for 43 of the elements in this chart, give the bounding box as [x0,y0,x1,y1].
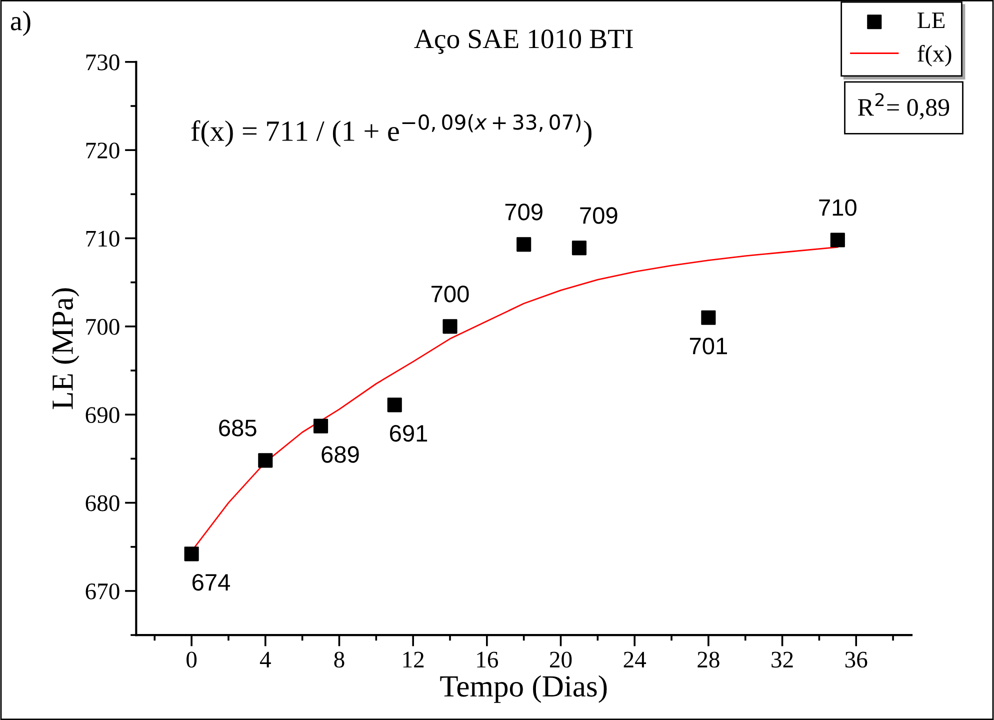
legend-label: LE [918,12,945,28]
text: a) [10,10,30,36]
y-tick-label: 730 [86,54,120,70]
data-label: 701 [690,338,727,354]
point [258,453,273,468]
x-tick-label: 32 [772,652,793,668]
x-tick-label: 0 [186,652,197,668]
data-label: 691 [390,424,428,442]
point [516,237,532,252]
x-tick-label: 28 [698,652,720,668]
x-tick-label: 36 [845,652,868,668]
annotation: f(x) = 711 / (1 + e$^{−0,09(x+33,07)}$) [191,114,592,147]
chart-title: Aço SAE 1010 BTI [414,30,633,54]
data-label: 674 [192,574,230,591]
point [572,240,586,256]
y-axis-title: LE (MPa) [52,288,80,410]
x-tick-label: 16 [477,652,498,668]
point [830,232,845,248]
data-label: 709 [505,204,542,220]
y-tick-label: 720 [86,142,120,159]
x-tick-label: 20 [550,652,572,668]
point [313,418,328,434]
point [701,310,716,325]
x-tick-label: 4 [260,652,271,668]
point [442,319,458,334]
data-label: 689 [322,446,359,463]
data-label: 709 [580,207,618,224]
x-axis-title: Tempo (Dias) [440,675,607,703]
y-tick-label: 690 [86,407,120,424]
point [184,546,199,562]
data-label: 710 [819,199,856,216]
y-tick-label: 710 [86,230,120,247]
data-label: 685 [219,420,256,436]
x-tick-label: 12 [403,652,424,668]
annotation: R$^{2}$= 0,89 [858,93,950,120]
y-tick-label: 670 [86,583,120,600]
data-label: 700 [432,286,469,302]
x-tick-label: 8 [334,652,344,668]
point [387,398,402,412]
legend-label: f(x) [918,44,952,67]
y-tick-label: 700 [86,318,120,335]
x-tick-label: 24 [624,652,646,668]
y-tick-label: 680 [86,495,120,512]
